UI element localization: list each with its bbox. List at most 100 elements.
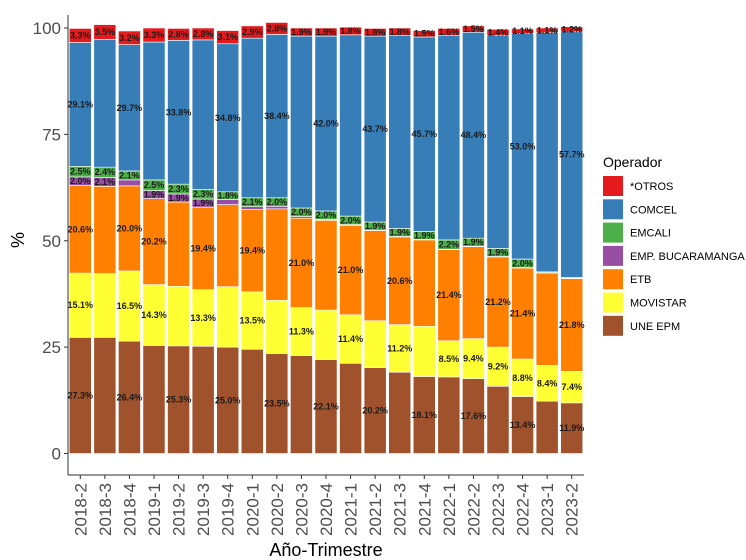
data-label: 22.1%: [313, 401, 339, 411]
legend-swatch-movistar: [603, 292, 623, 313]
data-label: 45.7%: [412, 129, 438, 139]
bar-segment-une-epm-2023-1: [535, 400, 559, 454]
data-label: 13.5%: [240, 316, 266, 326]
x-tick-label: 2019-3: [194, 483, 213, 536]
data-label: 3.1%: [217, 32, 238, 42]
data-label: 29.1%: [68, 99, 94, 109]
data-label: 8.5%: [439, 354, 460, 364]
data-label: 38.4%: [264, 111, 290, 121]
bar-segment-emp-bucaramanga-2018-4: [118, 179, 141, 187]
data-label: 1.8%: [365, 27, 386, 37]
bar-segment-une-epm-2021-3: [388, 371, 412, 454]
data-label: 53.0%: [510, 141, 536, 151]
legend: Operador *OTROS COMCEL EMCALI EMP. BUCARAMA…: [603, 154, 745, 336]
data-label: 1.9%: [365, 221, 386, 231]
legend-swatch-comcel: [603, 199, 623, 220]
x-axis: 2018-2 2018-3 2018-4 2019-1 2019-2 2019-3 2019…: [68, 474, 584, 536]
data-label: 13.3%: [190, 313, 216, 323]
bar-segment-comcel-2022-1: [437, 34, 461, 241]
data-label: 34.8%: [215, 113, 241, 123]
y-axis-title: %: [8, 232, 28, 248]
x-tick-label: 2022-2: [464, 483, 483, 536]
data-label: 2.8%: [267, 23, 288, 33]
bar-segment-une-epm-2019-1: [142, 345, 166, 454]
data-label: 1.9%: [168, 193, 189, 203]
bar-segment-comcel-2022-3: [486, 34, 510, 249]
x-tick-label: 2020-2: [268, 483, 287, 536]
data-label: 1.9%: [144, 190, 165, 200]
data-label: 2.0%: [291, 207, 312, 217]
data-label: 42.0%: [313, 119, 339, 129]
data-label: 1.8%: [389, 27, 410, 37]
x-tick-label: 2021-3: [391, 483, 410, 536]
legend-title: Operador: [603, 154, 662, 170]
data-label: 18.1%: [412, 410, 438, 420]
data-label: 1.8%: [340, 26, 361, 36]
bar-segment-otros-2021-1: [339, 26, 362, 36]
y-tick-label: 0: [52, 445, 61, 464]
bar-segment-otros-2018-2: [68, 28, 92, 43]
x-tick-label: 2021-2: [366, 483, 385, 536]
data-label: 21.4%: [436, 290, 462, 300]
bar-segment-etb-2019-2: [167, 201, 190, 287]
bar-segment-movistar-2021-4: [412, 325, 436, 377]
plot-area: 27.3%15.1%20.6%2.0%2.5%29.1%3.3%2.1%2.4%…: [68, 22, 584, 454]
bar-segment-une-epm-2021-1: [339, 362, 362, 454]
data-label: 1.9%: [193, 198, 214, 208]
data-label: 2.5%: [144, 180, 165, 190]
data-label: 17.6%: [461, 411, 487, 421]
data-label: 2.0%: [267, 197, 288, 207]
y-tick-label: 50: [42, 232, 61, 251]
data-label: 1.9%: [389, 227, 410, 237]
data-label: 20.2%: [362, 406, 388, 416]
data-label: 8.8%: [512, 373, 533, 383]
data-label: 33.8%: [166, 107, 192, 117]
bar-segment-otros-2019-3: [191, 27, 215, 41]
bar-segment-une-epm-2019-3: [191, 345, 215, 454]
legend-label: MOVISTAR: [630, 298, 687, 310]
bar-segment-comcel-2021-3: [388, 35, 412, 229]
x-tick-label: 2020-4: [317, 483, 336, 536]
data-label: 2.1%: [95, 177, 116, 187]
data-label: 20.6%: [387, 276, 413, 286]
x-tick-label: 2021-4: [415, 483, 434, 536]
bar-segment-otros-2018-4: [118, 30, 141, 45]
data-label: 9.2%: [488, 362, 509, 372]
x-tick-label: 2023-2: [563, 483, 582, 536]
data-label: 27.3%: [68, 390, 94, 400]
data-label: 9.4%: [463, 354, 484, 364]
data-label: 2.0%: [70, 176, 91, 186]
data-label: 1.1%: [537, 25, 558, 35]
x-tick-label: 2022-3: [489, 483, 508, 536]
data-label: 1.8%: [217, 191, 238, 201]
data-label: 1.4%: [488, 27, 509, 37]
data-label: 2.4%: [95, 167, 116, 177]
bar-segment-otros-2023-2: [560, 26, 584, 33]
bar-segment-otros-2021-3: [388, 27, 412, 36]
data-label: 11.3%: [289, 327, 314, 337]
bar-segment-etb-2022-2: [462, 246, 485, 339]
bar-segment-otros-2021-4: [412, 30, 436, 38]
bar-segment-une-epm-2018-3: [93, 337, 117, 454]
data-label: 2.3%: [168, 184, 189, 194]
data-label: 2.2%: [439, 240, 460, 250]
bar-segment-comcel-2019-1: [142, 41, 166, 181]
data-label: 1.9%: [488, 247, 509, 257]
data-label: 3.2%: [119, 33, 140, 43]
x-tick-label: 2019-1: [145, 483, 164, 536]
data-label: 1.6%: [439, 27, 460, 37]
data-label: 1.5%: [463, 24, 484, 34]
bar-segment-comcel-2023-1: [535, 32, 559, 273]
data-label: 20.6%: [68, 224, 94, 234]
x-axis-title: Año-Trimestre: [269, 540, 382, 560]
data-label: 23.5%: [264, 399, 290, 409]
bar-segment-movistar-2020-2: [265, 300, 289, 354]
data-label: 7.4%: [561, 382, 582, 392]
x-tick-label: 2019-4: [219, 483, 238, 536]
bar-segment-etb-2018-3: [93, 185, 117, 274]
data-label: 1.1%: [512, 26, 533, 36]
data-label: 1.9%: [463, 237, 484, 247]
data-label: 43.7%: [362, 124, 388, 134]
bar-segment-comcel-2019-3: [191, 39, 215, 190]
data-label: 25.3%: [166, 395, 192, 405]
